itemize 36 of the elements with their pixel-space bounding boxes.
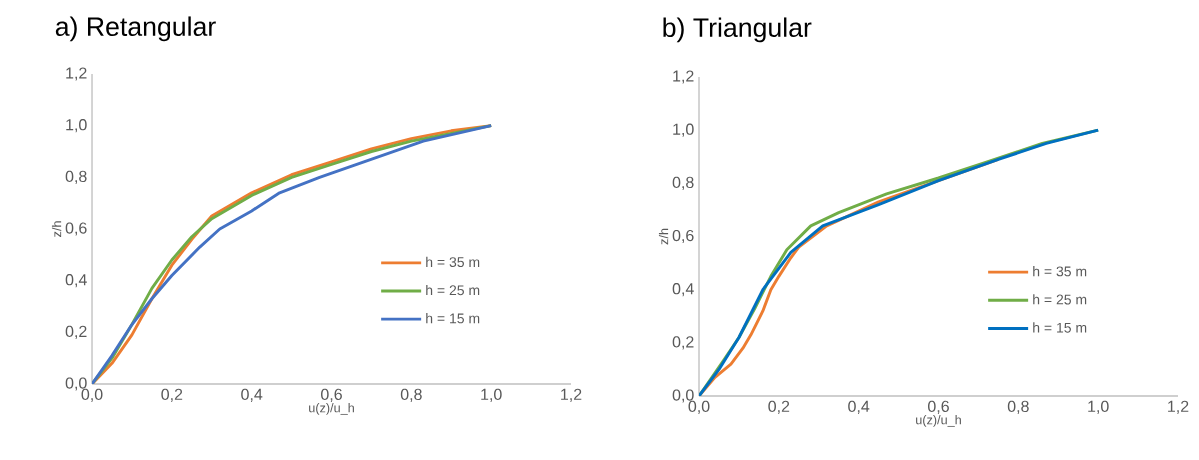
y-tick-label: 0,2 [672, 336, 694, 350]
x-tick-label: 1,2 [1168, 400, 1189, 414]
x-tick-label: 0,8 [1007, 400, 1029, 414]
chart-title: b) Triangular [663, 17, 812, 43]
legend-label: h = 35 m [426, 256, 480, 268]
x-tick-label: 0,2 [161, 388, 183, 402]
legend-label: h = 35 m [1033, 266, 1087, 277]
y-axis-title: z/h [51, 221, 62, 237]
x-axis-title: u(z)/u_h [309, 403, 354, 415]
legend-label: h = 25 m [426, 284, 480, 296]
y-axis-title: z/h [658, 228, 669, 245]
y-tick-label: 0,4 [672, 283, 694, 297]
x-tick-label: 0,8 [400, 388, 422, 402]
y-tick-label: 1,2 [673, 70, 694, 84]
y-tick-label: 1,0 [673, 123, 694, 137]
x-tick-label: 0,2 [768, 400, 790, 414]
x-tick-label: 0,4 [848, 400, 870, 414]
legend-label: h = 25 m [1033, 294, 1087, 305]
legend-label: h = 15 m [1033, 322, 1087, 333]
x-tick-label: 1,0 [481, 388, 502, 402]
x-axis-title: u(z)/u_h [916, 415, 961, 427]
x-tick-label: 0,6 [321, 388, 342, 402]
y-tick-label: 1,2 [66, 67, 87, 81]
y-tick-label: 1,0 [66, 119, 87, 133]
y-tick-label: 0,8 [65, 170, 87, 184]
y-tick-label: 0,8 [672, 176, 694, 190]
y-tick-label: 0,2 [65, 325, 87, 339]
y-tick-label: 0,4 [65, 274, 87, 288]
chart-title: a) Retangular [55, 16, 216, 42]
x-tick-label: 0,6 [928, 400, 949, 414]
legend-label: h = 15 m [426, 313, 480, 324]
x-tick-label: 1,0 [1088, 400, 1109, 414]
x-tick-label: 0,4 [241, 388, 263, 402]
x-tick-label: 1,2 [561, 388, 582, 402]
y-tick-label: 0,6 [65, 222, 87, 236]
y-tick-label: 0,6 [672, 229, 694, 244]
